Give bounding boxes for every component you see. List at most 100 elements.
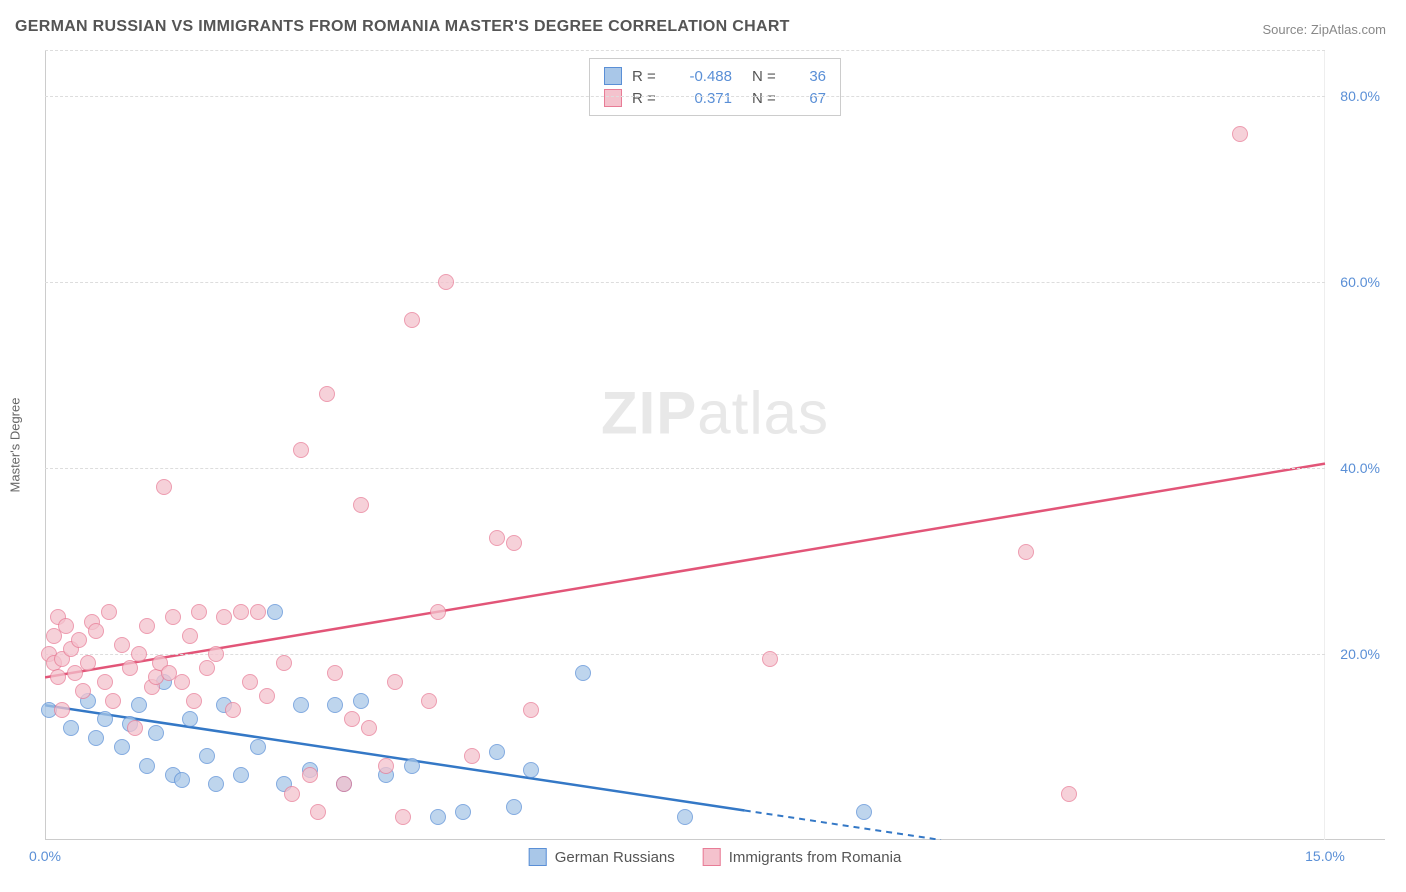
data-point <box>378 758 394 774</box>
data-point <box>216 609 232 625</box>
y-tick-label: 40.0% <box>1340 460 1380 476</box>
data-point <box>97 711 113 727</box>
data-point <box>114 637 130 653</box>
data-point <box>105 693 121 709</box>
data-point <box>127 720 143 736</box>
data-point <box>387 674 403 690</box>
data-point <box>310 804 326 820</box>
y-axis-title: Master's Degree <box>8 398 23 493</box>
source-label: Source: ZipAtlas.com <box>1262 22 1386 37</box>
data-point <box>404 758 420 774</box>
data-point <box>63 720 79 736</box>
data-point <box>174 772 190 788</box>
data-point <box>122 660 138 676</box>
data-point <box>438 274 454 290</box>
chart-title: GERMAN RUSSIAN VS IMMIGRANTS FROM ROMANI… <box>15 18 790 36</box>
data-point <box>1018 544 1034 560</box>
y-axis-line <box>45 50 46 840</box>
legend-r-label: R = <box>632 90 666 107</box>
data-point <box>762 651 778 667</box>
data-point <box>97 674 113 690</box>
data-point <box>75 683 91 699</box>
data-point <box>353 497 369 513</box>
data-point <box>250 604 266 620</box>
legend-swatch <box>529 848 547 866</box>
data-point <box>575 665 591 681</box>
data-point <box>506 799 522 815</box>
data-point <box>139 618 155 634</box>
data-point <box>71 632 87 648</box>
data-point <box>182 628 198 644</box>
data-point <box>267 604 283 620</box>
x-axis-line <box>45 839 1385 840</box>
gridline <box>45 282 1325 283</box>
y-tick-label: 20.0% <box>1340 646 1380 662</box>
data-point <box>395 809 411 825</box>
data-point <box>455 804 471 820</box>
x-tick-label: 15.0% <box>1305 848 1345 864</box>
data-point <box>259 688 275 704</box>
data-point <box>361 720 377 736</box>
data-point <box>1061 786 1077 802</box>
data-point <box>156 479 172 495</box>
data-point <box>191 604 207 620</box>
legend-series-name: Immigrants from Romania <box>729 849 902 866</box>
legend-row: R = 0.371 N = 67 <box>604 87 826 109</box>
data-point <box>174 674 190 690</box>
legend-r-value: -0.488 <box>676 68 732 85</box>
chart-area: Master's Degree ZIPatlas R =-0.488N =36R… <box>45 50 1385 840</box>
trend-lines-svg <box>45 50 1385 840</box>
data-point <box>353 693 369 709</box>
legend-swatch <box>604 67 622 85</box>
data-point <box>199 748 215 764</box>
data-point <box>131 646 147 662</box>
data-point <box>148 725 164 741</box>
data-point <box>421 693 437 709</box>
data-point <box>50 669 66 685</box>
data-point <box>186 693 202 709</box>
data-point <box>506 535 522 551</box>
data-point <box>856 804 872 820</box>
data-point <box>523 762 539 778</box>
legend-top: R =-0.488N =36R =0.371N =67 <box>589 58 841 116</box>
watermark-atlas: atlas <box>697 380 829 447</box>
data-point <box>114 739 130 755</box>
legend-bottom-item: Immigrants from Romania <box>703 848 902 866</box>
data-point <box>139 758 155 774</box>
data-point <box>88 623 104 639</box>
data-point <box>293 442 309 458</box>
data-point <box>327 697 343 713</box>
data-point <box>101 604 117 620</box>
data-point <box>233 604 249 620</box>
data-point <box>80 655 96 671</box>
x-tick-label: 0.0% <box>29 848 61 864</box>
legend-bottom: German Russians Immigrants from Romania <box>529 848 902 866</box>
data-point <box>430 809 446 825</box>
legend-n-label: N = <box>752 90 786 107</box>
gridline <box>45 654 1325 655</box>
data-point <box>225 702 241 718</box>
data-point <box>208 776 224 792</box>
data-point <box>327 665 343 681</box>
data-point <box>489 530 505 546</box>
data-point <box>88 730 104 746</box>
data-point <box>677 809 693 825</box>
legend-swatch <box>604 89 622 107</box>
legend-r-value: 0.371 <box>676 90 732 107</box>
gridline <box>45 468 1325 469</box>
gridline <box>45 50 1325 51</box>
data-point <box>233 767 249 783</box>
data-point <box>208 646 224 662</box>
data-point <box>250 739 266 755</box>
data-point <box>344 711 360 727</box>
legend-bottom-item: German Russians <box>529 848 675 866</box>
data-point <box>165 609 181 625</box>
data-point <box>58 618 74 634</box>
right-axis-line <box>1324 50 1325 840</box>
data-point <box>336 776 352 792</box>
data-point <box>54 702 70 718</box>
legend-n-value: 67 <box>796 90 826 107</box>
data-point <box>404 312 420 328</box>
data-point <box>489 744 505 760</box>
data-point <box>199 660 215 676</box>
